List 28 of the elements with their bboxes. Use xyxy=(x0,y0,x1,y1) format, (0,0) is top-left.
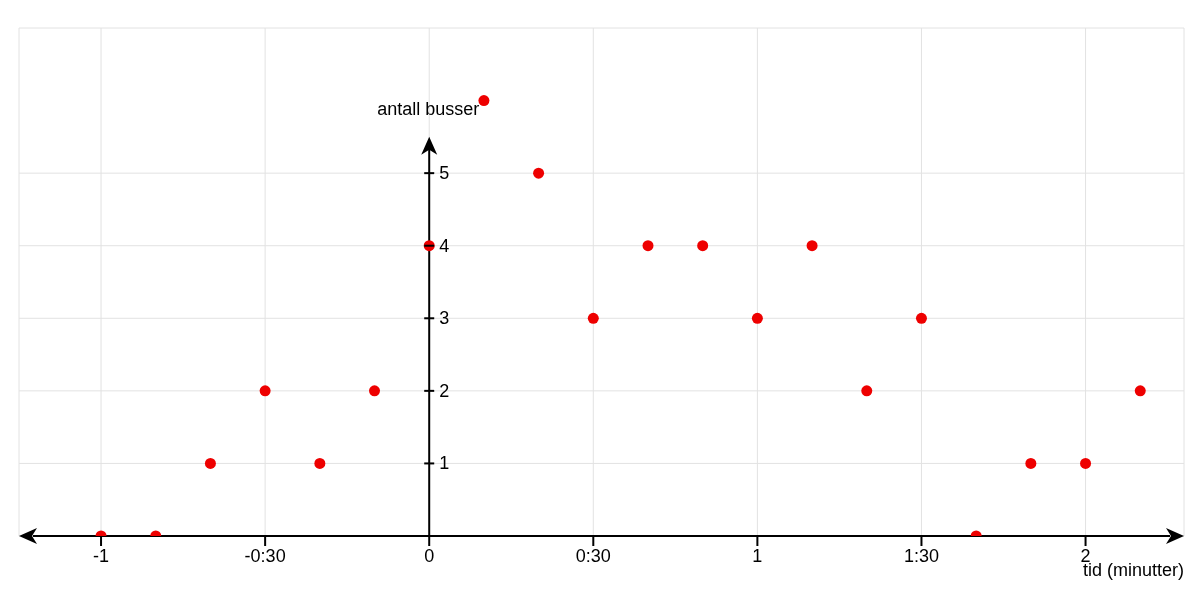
point xyxy=(1134,385,1146,397)
y-tick-label: 2 xyxy=(439,380,450,401)
y-axis-title: antall busser xyxy=(377,98,480,119)
point xyxy=(478,95,490,107)
point xyxy=(314,457,326,469)
x-tick-label: 1 xyxy=(752,546,763,566)
y-tick-label: 3 xyxy=(439,308,450,329)
point xyxy=(204,457,216,469)
y-tick-label: 1 xyxy=(439,453,450,474)
point xyxy=(1080,457,1092,469)
point xyxy=(806,240,818,252)
point xyxy=(915,312,927,324)
point xyxy=(751,312,763,324)
point xyxy=(533,167,545,179)
point xyxy=(697,240,709,252)
point xyxy=(369,385,381,397)
y-tick-label: 4 xyxy=(439,235,450,256)
point xyxy=(642,240,654,252)
x-tick-label: 0:30 xyxy=(575,546,611,566)
y-tick-label: 5 xyxy=(439,163,450,184)
point xyxy=(1025,457,1037,469)
point xyxy=(861,385,873,397)
x-tick-label: -1 xyxy=(93,546,110,566)
x-tick-label: -0:30 xyxy=(244,546,286,566)
x-tick-label: 1:30 xyxy=(903,546,939,566)
point xyxy=(587,312,599,324)
x-tick-label: 0 xyxy=(424,546,435,566)
point xyxy=(259,385,271,397)
